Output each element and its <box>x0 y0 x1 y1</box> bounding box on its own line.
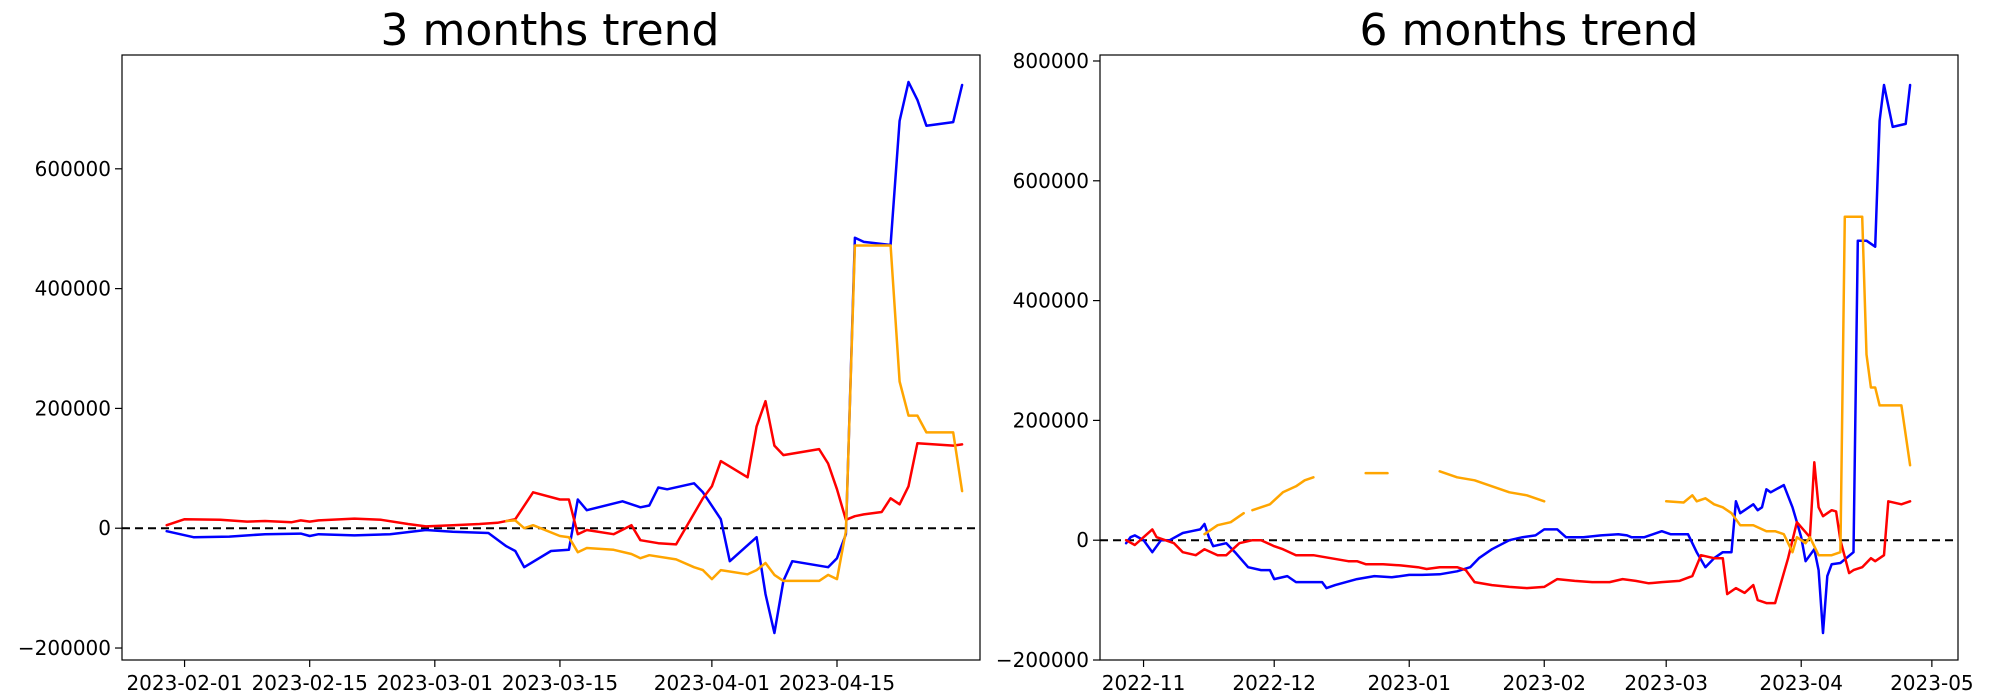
series-line-3-segment-2 <box>1251 476 1315 512</box>
x-tick-label: 2023-02-15 <box>252 671 368 695</box>
plot-frame <box>121 54 981 661</box>
x-tick-label: 2023-02-01 <box>126 671 242 695</box>
x-tick-label: 2023-04-15 <box>779 671 895 695</box>
x-tick-label: 2023-01 <box>1367 671 1451 695</box>
y-tick-label: 400000 <box>35 277 111 301</box>
y-tick-label: 0 <box>98 516 111 540</box>
x-tick-label: 2023-04 <box>1759 671 1843 695</box>
y-tick-label: −200000 <box>18 636 111 660</box>
x-axis: 2022-11 2022-12 2023-01 2023-02 2023-03 2023-… <box>1102 660 1974 695</box>
chart-title: 3 months trend <box>381 5 720 56</box>
plot-area <box>1100 83 1958 635</box>
y-tick-label: −200000 <box>996 648 1089 672</box>
y-tick-label: 600000 <box>35 157 111 181</box>
plot-area <box>122 80 980 635</box>
x-tick-label: 2022-11 <box>1102 671 1186 695</box>
y-axis: −200000 0 200000 400000 600000 <box>18 157 122 660</box>
x-tick-label: 2023-04-01 <box>654 671 770 695</box>
x-tick-label: 2022-12 <box>1232 671 1316 695</box>
chart-6-months: 6 months trend −200000 0 200000 400000 60000… <box>996 5 1974 695</box>
x-tick-label: 2023-05 <box>1890 671 1974 695</box>
series-line-1 <box>165 80 964 635</box>
x-tick-label: 2023-03-15 <box>502 671 618 695</box>
y-tick-label: 200000 <box>35 396 111 420</box>
y-tick-label: 600000 <box>1013 169 1089 193</box>
series-line-1 <box>1124 83 1912 635</box>
x-tick-label: 2023-03 <box>1624 671 1708 695</box>
series-line-3-segment-4 <box>1438 470 1546 503</box>
y-tick-label: 800000 <box>1013 49 1089 73</box>
x-axis: 2023-02-01 2023-02-15 2023-03-01 2023-03-15… <box>126 660 895 695</box>
series-line-3-segment-1 <box>1203 511 1245 536</box>
series-line-2 <box>165 399 964 546</box>
series-line-3 <box>505 244 964 583</box>
y-axis: −200000 0 200000 400000 600000 800000 <box>996 49 1100 672</box>
y-tick-label: 0 <box>1076 528 1089 552</box>
x-tick-label: 2023-02 <box>1502 671 1586 695</box>
chart-3-months: 3 months trend −200000 0 200000 400000 60000… <box>18 5 981 695</box>
plot-frame <box>1099 54 1959 661</box>
chart-title: 6 months trend <box>1360 5 1699 56</box>
y-tick-label: 200000 <box>1013 408 1089 432</box>
series-line-3-segment-5 <box>1664 215 1912 557</box>
x-tick-label: 2023-03-01 <box>377 671 493 695</box>
y-tick-label: 400000 <box>1013 289 1089 313</box>
series-line-2 <box>1124 461 1912 605</box>
